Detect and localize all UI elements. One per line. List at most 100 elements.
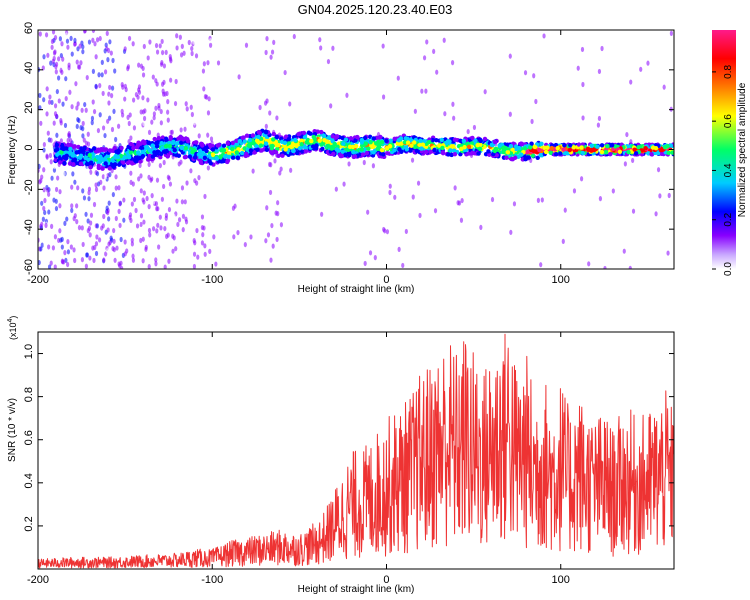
heatmap-cell	[156, 206, 160, 212]
snr-plot-frame	[37, 331, 675, 570]
heatmap-cell	[446, 152, 451, 157]
heatmap-cell	[353, 138, 358, 143]
heatmap-cell	[63, 122, 68, 129]
heatmap-cell	[119, 260, 123, 266]
heatmap-cell	[192, 251, 197, 257]
heatmap-cell	[303, 149, 309, 154]
heatmap-cell	[376, 142, 381, 148]
heatmap-cell	[415, 71, 419, 77]
heatmap-cell	[90, 115, 95, 121]
heatmap-cell	[106, 57, 110, 63]
heatmap-cell	[54, 64, 58, 70]
heatmap-cell	[418, 138, 423, 143]
heatmap-cell	[54, 69, 58, 75]
heatmap-cell	[342, 181, 346, 187]
heatmap-cell	[160, 196, 164, 202]
heatmap-cell	[542, 33, 546, 39]
heatmap-cell	[118, 201, 122, 207]
heatmap-cell	[75, 219, 79, 225]
heatmap-cell	[95, 234, 99, 240]
heatmap-cell	[379, 148, 385, 153]
heatmap-cell	[171, 248, 175, 254]
heatmap-cell	[529, 141, 534, 147]
snr-y-axis-label: SNR (10 * v/v)	[7, 398, 18, 462]
heatmap-cell	[92, 257, 96, 264]
heatmap-cell	[269, 54, 273, 60]
heatmap-cell	[117, 185, 121, 191]
heatmap-cell	[274, 142, 280, 148]
heatmap-cell	[150, 154, 155, 159]
snr-series-line	[37, 333, 675, 569]
heatmap-cell	[490, 196, 495, 203]
heatmap-cell	[576, 142, 582, 147]
heatmap-cell	[279, 166, 283, 172]
heatmap-cell	[41, 65, 45, 71]
heatmap-cell	[254, 144, 259, 149]
heatmap-cell	[383, 228, 387, 234]
heatmap-cell	[102, 213, 106, 220]
heatmap-cell	[49, 137, 53, 143]
heatmap-cell	[479, 224, 483, 230]
heatmap-cell	[130, 237, 134, 243]
heatmap-cell	[47, 244, 51, 250]
heatmap-cell	[96, 127, 101, 134]
heatmap-cell	[326, 135, 332, 140]
heatmap-cell	[53, 34, 58, 41]
heatmap-cell	[547, 30, 551, 36]
heatmap-cell	[78, 43, 82, 49]
heatmap-cell	[264, 123, 268, 129]
heatmap-cell	[258, 104, 262, 111]
heatmap-cell	[563, 207, 567, 213]
heatmap-cell	[422, 55, 427, 61]
heatmap-cell	[509, 229, 513, 235]
heatmap-cell	[203, 193, 207, 200]
heatmap-cell	[186, 171, 190, 177]
heatmap-cell	[139, 237, 143, 244]
heatmap-cell	[535, 155, 540, 160]
heatmap-cell	[385, 151, 390, 156]
heatmap-cell	[555, 145, 560, 151]
heatmap-cell	[494, 153, 499, 158]
heatmap-cell	[425, 39, 429, 45]
heatmap-cell	[102, 185, 106, 191]
heatmap-cell	[81, 120, 85, 127]
heatmap-cell	[584, 163, 588, 169]
heatmap-cell	[54, 205, 59, 212]
heatmap-cell	[508, 111, 512, 117]
heatmap-cell	[70, 51, 74, 57]
heatmap-cell	[394, 237, 398, 243]
heatmap-cell	[72, 157, 78, 162]
heatmap-cell	[181, 207, 185, 213]
heatmap-cell	[264, 65, 268, 71]
heatmap-cell	[345, 92, 349, 98]
heatmap-cell	[539, 262, 543, 268]
heatmap-cell	[263, 129, 269, 135]
heatmap-cell	[85, 51, 89, 57]
heatmap-cell	[332, 141, 337, 147]
heatmap-cell	[114, 185, 118, 191]
heatmap-cell	[105, 205, 109, 211]
spectrogram-heatmap	[38, 30, 674, 269]
heatmap-cell	[202, 155, 208, 161]
heatmap-cell	[326, 143, 331, 149]
heatmap-cell	[653, 145, 659, 151]
heatmap-cell	[276, 211, 280, 217]
heatmap-cell	[152, 199, 156, 205]
heatmap-cell	[111, 57, 115, 64]
spectrogram-x-tick-label: -200	[27, 274, 49, 286]
heatmap-cell	[139, 213, 144, 219]
heatmap-cell	[210, 147, 216, 152]
heatmap-cell	[453, 185, 457, 191]
heatmap-cell	[589, 143, 595, 148]
heatmap-cell	[184, 40, 188, 46]
heatmap-cell	[120, 108, 124, 114]
heatmap-cell	[61, 101, 65, 107]
heatmap-cell	[38, 179, 42, 185]
heatmap-cell	[47, 264, 52, 269]
heatmap-cell	[403, 136, 409, 141]
heatmap-cell	[144, 246, 148, 252]
heatmap-cell	[244, 151, 249, 157]
heatmap-cell	[404, 147, 410, 152]
heatmap-cell	[175, 45, 179, 51]
heatmap-cell	[168, 82, 172, 88]
